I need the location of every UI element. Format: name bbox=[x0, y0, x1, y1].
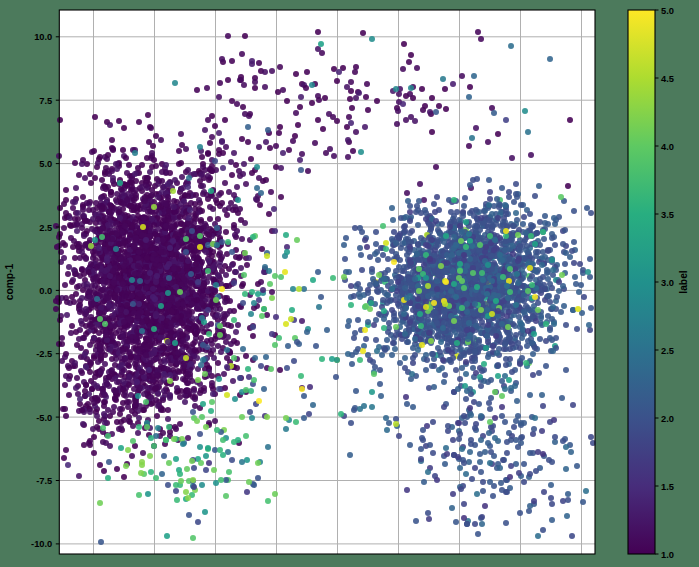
svg-text:3.0: 3.0 bbox=[661, 278, 674, 288]
svg-text:10.0: 10.0 bbox=[34, 32, 52, 42]
svg-text:-5.0: -5.0 bbox=[36, 413, 52, 423]
svg-text:-2.5: -2.5 bbox=[36, 349, 52, 359]
svg-text:5.0: 5.0 bbox=[39, 159, 52, 169]
svg-text:4.0: 4.0 bbox=[661, 142, 674, 152]
svg-text:1.0: 1.0 bbox=[661, 550, 674, 560]
svg-text:-7.5: -7.5 bbox=[36, 476, 52, 486]
svg-text:5.0: 5.0 bbox=[661, 6, 674, 16]
svg-text:2.0: 2.0 bbox=[661, 414, 674, 424]
svg-text:0.0: 0.0 bbox=[39, 286, 52, 296]
svg-text:comp-1: comp-1 bbox=[4, 263, 15, 300]
svg-text:3.5: 3.5 bbox=[661, 210, 674, 220]
svg-text:4.5: 4.5 bbox=[661, 74, 674, 84]
svg-text:-10.0: -10.0 bbox=[31, 539, 52, 549]
svg-text:label: label bbox=[678, 270, 689, 294]
svg-text:7.5: 7.5 bbox=[39, 96, 52, 106]
svg-text:2.5: 2.5 bbox=[661, 346, 674, 356]
svg-text:2.5: 2.5 bbox=[39, 223, 52, 233]
svg-text:1.5: 1.5 bbox=[661, 482, 674, 492]
